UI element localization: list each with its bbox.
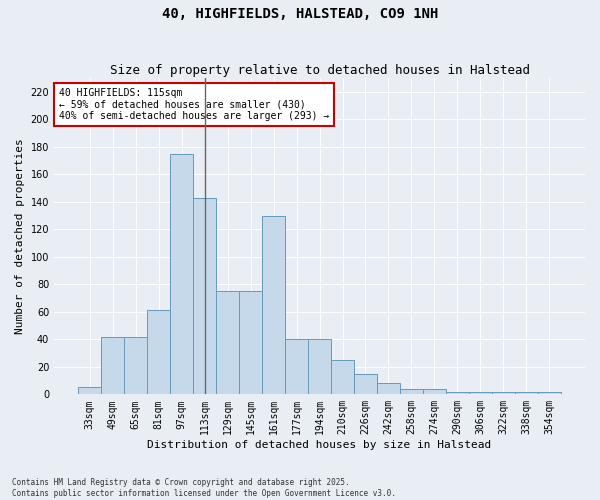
Bar: [216, 291, 239, 395]
Bar: [469, 392, 492, 394]
Bar: [285, 340, 308, 394]
Bar: [239, 291, 262, 395]
Text: 40, HIGHFIELDS, HALSTEAD, CO9 1NH: 40, HIGHFIELDS, HALSTEAD, CO9 1NH: [162, 8, 438, 22]
Text: 40 HIGHFIELDS: 115sqm
← 59% of detached houses are smaller (430)
40% of semi-det: 40 HIGHFIELDS: 115sqm ← 59% of detached …: [59, 88, 329, 121]
Y-axis label: Number of detached properties: Number of detached properties: [15, 138, 25, 334]
Title: Size of property relative to detached houses in Halstead: Size of property relative to detached ho…: [110, 64, 530, 77]
Bar: [446, 392, 469, 394]
Bar: [423, 389, 446, 394]
Bar: [354, 374, 377, 394]
Bar: [78, 388, 101, 394]
Text: Contains HM Land Registry data © Crown copyright and database right 2025.
Contai: Contains HM Land Registry data © Crown c…: [12, 478, 396, 498]
Bar: [400, 389, 423, 394]
Bar: [170, 154, 193, 394]
Bar: [538, 392, 561, 394]
Bar: [492, 392, 515, 394]
Bar: [308, 340, 331, 394]
Bar: [515, 392, 538, 394]
Bar: [331, 360, 354, 394]
X-axis label: Distribution of detached houses by size in Halstead: Distribution of detached houses by size …: [148, 440, 491, 450]
Bar: [262, 216, 285, 394]
Bar: [101, 336, 124, 394]
Bar: [377, 384, 400, 394]
Bar: [193, 198, 216, 394]
Bar: [124, 336, 147, 394]
Bar: [147, 310, 170, 394]
